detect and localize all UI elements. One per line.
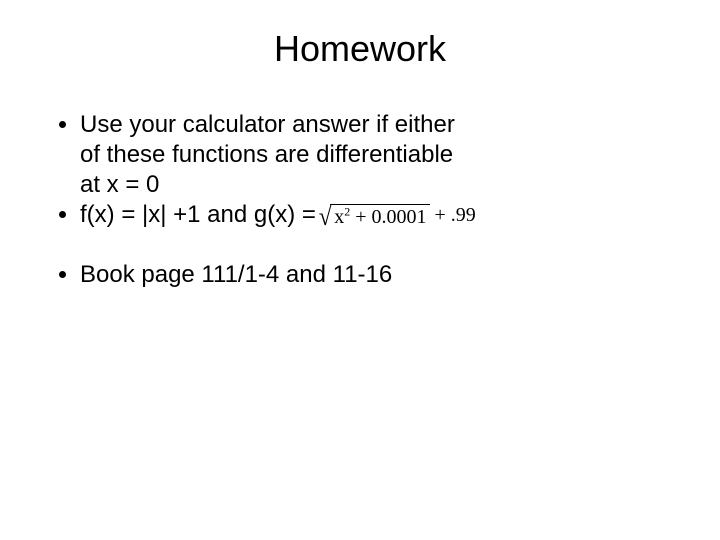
page-title: Homework — [40, 28, 680, 70]
radical-icon: √ — [319, 204, 332, 230]
bullet-text: f(x) = |x| +1 and g(x) = — [80, 200, 316, 230]
math-var: x — [334, 206, 344, 228]
math-expression: √ x2 + 0.0001 + .99 — [318, 202, 476, 228]
math-term: + 0.0001 — [350, 206, 426, 228]
slide: Homework Use your calculator answer if e… — [0, 0, 720, 540]
list-item: Book page 111/1-4 and 11-16 — [80, 260, 680, 290]
radicand: x2 + 0.0001 — [330, 204, 430, 227]
bullet-list: Use your calculator answer if either of … — [40, 110, 680, 230]
list-item: Use your calculator answer if either of … — [80, 110, 680, 200]
spacer — [40, 230, 680, 260]
math-tail: + .99 — [434, 203, 475, 228]
bullet-text: of these functions are differentiable — [80, 141, 453, 168]
bullet-text: Use your calculator answer if either — [80, 111, 455, 138]
list-item: f(x) = |x| +1 and g(x) = √ x2 + 0.0001 +… — [80, 200, 680, 230]
function-line: f(x) = |x| +1 and g(x) = √ x2 + 0.0001 +… — [80, 200, 680, 230]
bullet-list: Book page 111/1-4 and 11-16 — [40, 260, 680, 290]
bullet-text: Book page 111/1-4 and 11-16 — [80, 261, 392, 288]
bullet-text: at x = 0 — [80, 171, 159, 198]
